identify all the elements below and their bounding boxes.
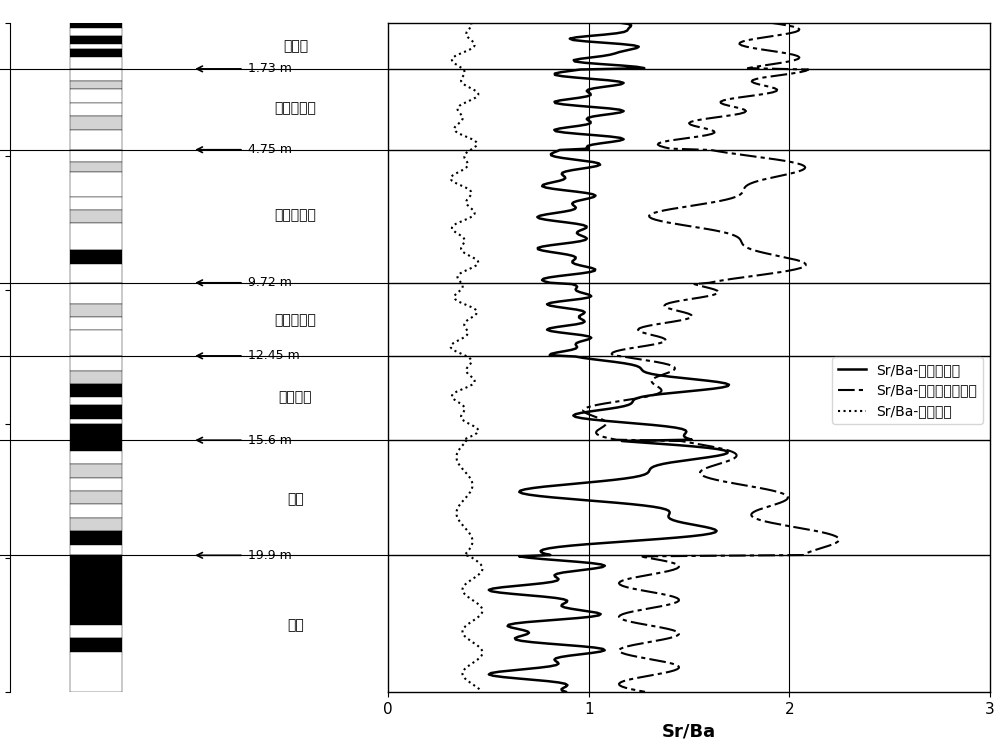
- Bar: [70, 638, 122, 652]
- Text: 9.72 m: 9.72 m: [248, 276, 292, 290]
- Text: 陆架: 陆架: [287, 492, 304, 506]
- Bar: [70, 464, 122, 478]
- Sr/Ba-本专利方法: [570, 340, 582, 349]
- Sr/Ba-传统方法: [476, 566, 488, 575]
- Bar: [70, 223, 122, 250]
- Bar: [70, 356, 122, 371]
- Sr/Ba-已授权专利方法: [648, 340, 660, 349]
- Bar: [70, 129, 122, 150]
- Bar: [70, 150, 122, 162]
- Bar: [70, 172, 122, 196]
- Bar: [70, 397, 122, 405]
- Bar: [70, 117, 122, 129]
- Bar: [70, 598, 122, 625]
- Bar: [70, 330, 122, 356]
- Sr/Ba-已授权专利方法: [763, 18, 775, 27]
- Sr/Ba-已授权专利方法: [643, 672, 655, 681]
- Text: 1.73 m: 1.73 m: [248, 62, 292, 75]
- Bar: [70, 263, 122, 283]
- Sr/Ba-本专利方法: [579, 336, 591, 345]
- Bar: [70, 36, 122, 44]
- Bar: [70, 555, 122, 572]
- Text: 19.9 m: 19.9 m: [248, 549, 292, 562]
- Bar: [70, 478, 122, 491]
- Sr/Ba-本专利方法: [567, 566, 579, 575]
- Sr/Ba-传统方法: [452, 336, 464, 345]
- Bar: [70, 625, 122, 638]
- Sr/Ba-已授权专利方法: [599, 417, 611, 426]
- X-axis label: Sr/Ba: Sr/Ba: [662, 722, 716, 740]
- Bar: [70, 531, 122, 544]
- Bar: [70, 518, 122, 531]
- Text: 决口扇: 决口扇: [283, 39, 308, 53]
- Sr/Ba-本专利方法: [723, 381, 735, 390]
- Bar: [70, 505, 122, 518]
- Bar: [70, 544, 122, 555]
- Text: 三角洲侧缘: 三角洲侧缘: [274, 208, 316, 223]
- Bar: [70, 44, 122, 50]
- Sr/Ba-传统方法: [446, 340, 458, 349]
- Bar: [70, 371, 122, 384]
- Bar: [70, 28, 122, 36]
- Sr/Ba-已授权专利方法: [660, 336, 672, 345]
- Bar: [70, 81, 122, 89]
- Bar: [70, 405, 122, 419]
- Legend: Sr/Ba-本专利方法, Sr/Ba-已授权专利方法, Sr/Ba-传统方法: Sr/Ba-本专利方法, Sr/Ba-已授权专利方法, Sr/Ba-传统方法: [832, 357, 983, 424]
- Bar: [70, 317, 122, 330]
- Sr/Ba-传统方法: [466, 381, 478, 390]
- Sr/Ba-本专利方法: [600, 417, 612, 426]
- Sr/Ba-已授权专利方法: [649, 381, 661, 390]
- Bar: [70, 419, 122, 424]
- Bar: [70, 50, 122, 57]
- Sr/Ba-本专利方法: [487, 672, 499, 681]
- Text: 前三角洲: 前三角洲: [279, 390, 312, 405]
- Text: 12.45 m: 12.45 m: [248, 350, 300, 362]
- Bar: [70, 283, 122, 304]
- Text: 4.75 m: 4.75 m: [248, 143, 292, 156]
- Bar: [70, 57, 122, 69]
- Bar: [70, 384, 122, 397]
- Line: Sr/Ba-已授权专利方法: Sr/Ba-已授权专利方法: [583, 23, 839, 692]
- Sr/Ba-传统方法: [464, 18, 476, 27]
- Bar: [70, 424, 122, 440]
- Bar: [70, 652, 122, 692]
- Text: 15.6 m: 15.6 m: [248, 434, 292, 447]
- Bar: [70, 585, 122, 598]
- Sr/Ba-本专利方法: [613, 18, 625, 27]
- Bar: [70, 440, 122, 451]
- Bar: [70, 451, 122, 464]
- Bar: [70, 196, 122, 210]
- Sr/Ba-传统方法: [458, 417, 470, 426]
- Bar: [70, 250, 122, 263]
- Sr/Ba-本专利方法: [560, 687, 572, 696]
- Bar: [70, 304, 122, 317]
- Sr/Ba-已授权专利方法: [662, 566, 674, 575]
- Bar: [70, 69, 122, 81]
- Sr/Ba-传统方法: [476, 687, 488, 696]
- Bar: [70, 491, 122, 505]
- Bar: [70, 89, 122, 103]
- Bar: [70, 23, 122, 28]
- Sr/Ba-传统方法: [457, 672, 469, 681]
- Bar: [70, 572, 122, 585]
- Bar: [70, 210, 122, 223]
- Sr/Ba-已授权专利方法: [639, 687, 651, 696]
- Text: 潮坪: 潮坪: [287, 618, 304, 632]
- Bar: [70, 162, 122, 172]
- Line: Sr/Ba-本专利方法: Sr/Ba-本专利方法: [489, 23, 729, 692]
- Line: Sr/Ba-传统方法: Sr/Ba-传统方法: [451, 23, 483, 692]
- Text: 三角洲前缘: 三角洲前缘: [274, 313, 316, 326]
- Text: 三角洲前缘: 三角洲前缘: [274, 102, 316, 115]
- Bar: [70, 103, 122, 117]
